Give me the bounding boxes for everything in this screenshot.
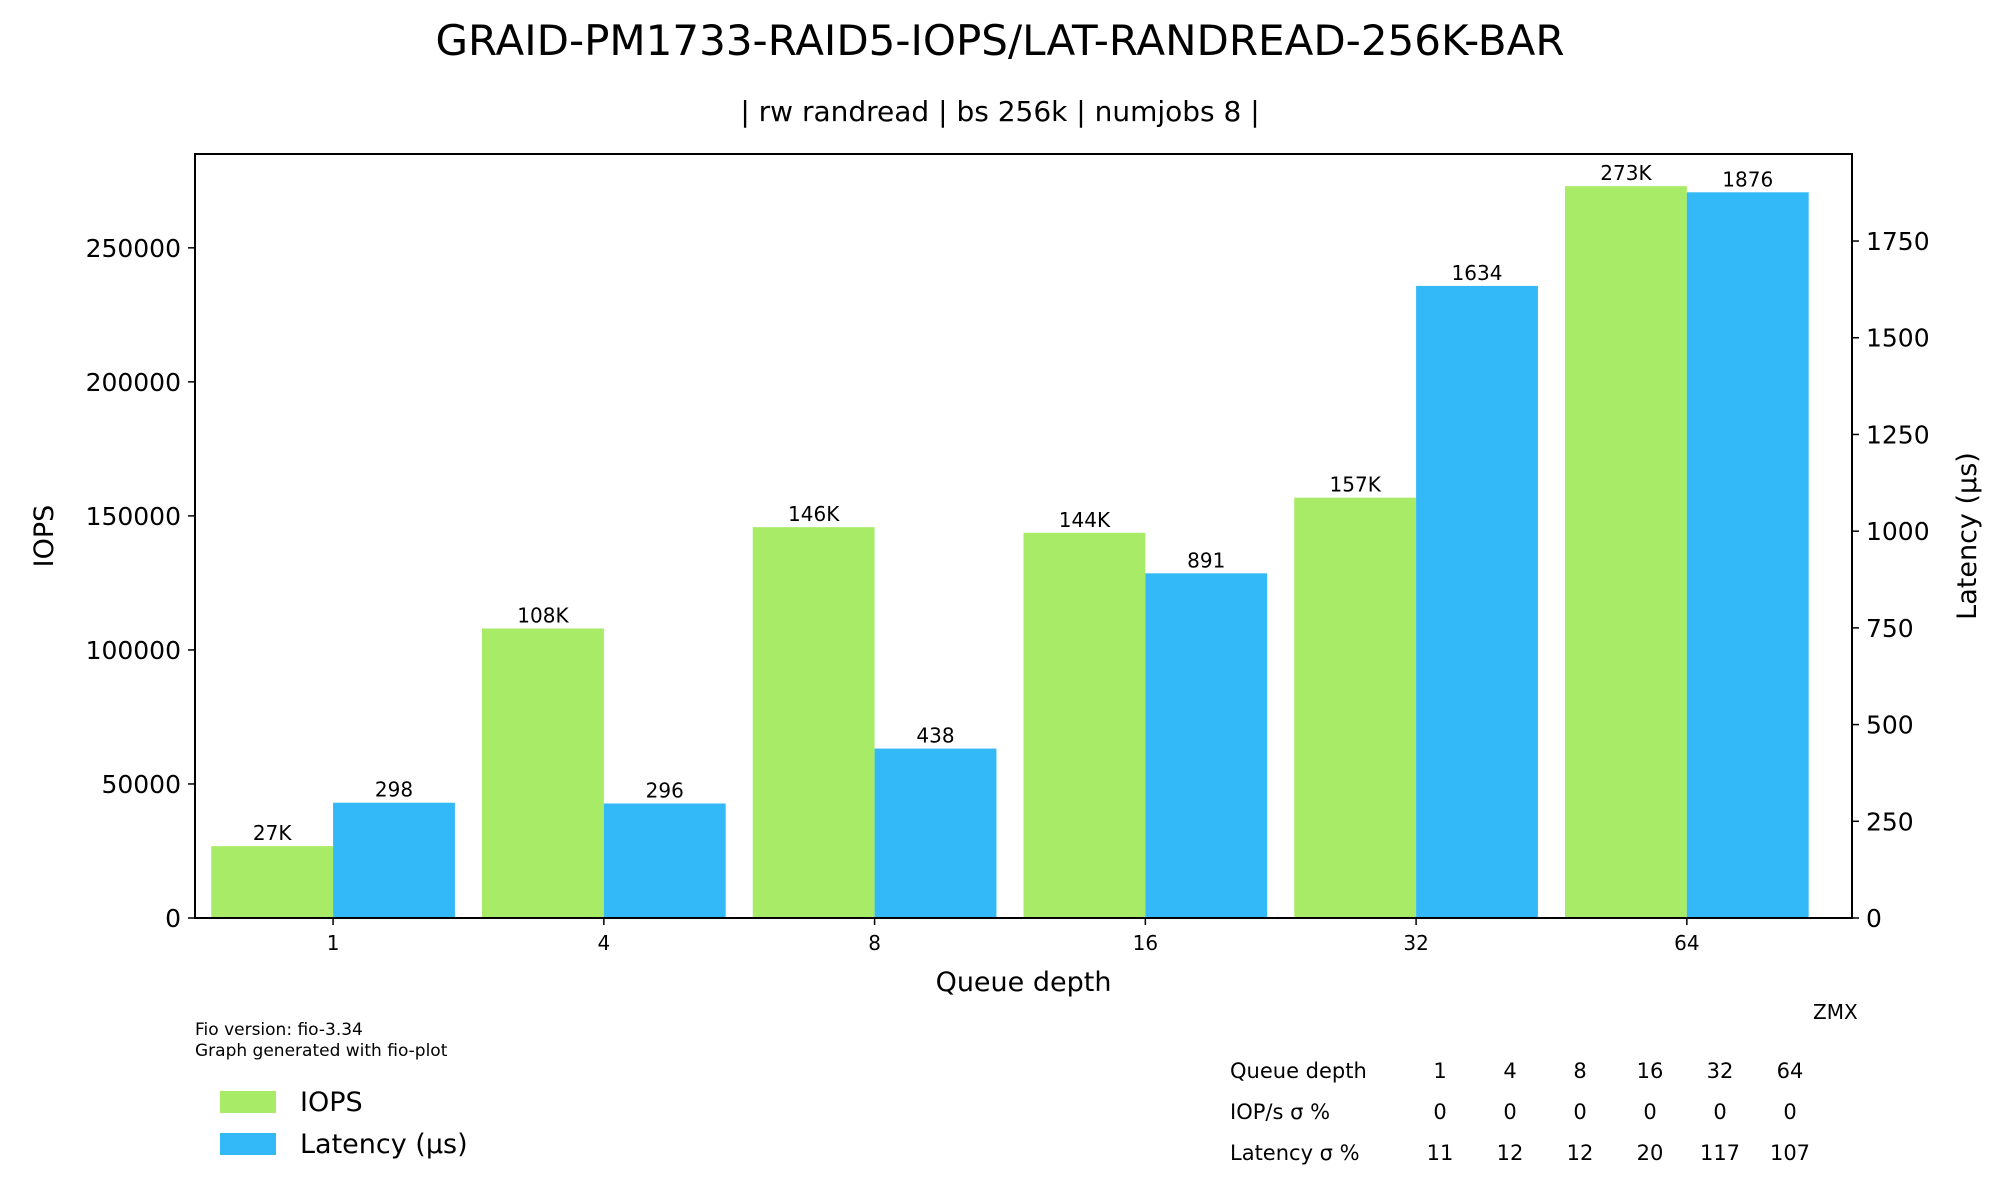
stats-col-header: 64	[1776, 1058, 1804, 1083]
stats-cell: 107	[1769, 1140, 1811, 1165]
bar-latency	[1145, 573, 1268, 918]
y2-tick-label: 1000	[1866, 517, 1930, 546]
bar-iops	[481, 628, 604, 918]
bar-label-latency: 1634	[1452, 261, 1503, 285]
bar-label-latency: 438	[916, 724, 954, 748]
x-tick-label: 64	[1674, 931, 1699, 955]
bar-iops	[211, 846, 334, 918]
stats-col-header: 4	[1503, 1058, 1517, 1083]
bar-iops	[1294, 497, 1417, 918]
stats-row-iops-sigma: IOP/s σ % 0 0 0 0 0 0	[1230, 1091, 1825, 1132]
legend-item-latency: Latency (µs)	[220, 1128, 468, 1160]
stats-cell: 20	[1636, 1140, 1664, 1165]
x-tick-label: 16	[1133, 931, 1158, 955]
bar-label-iops: 108K	[517, 603, 569, 627]
stats-row-queue-depth: Queue depth 1 4 8 16 32 64	[1230, 1050, 1825, 1091]
plot-frame	[194, 153, 1853, 919]
bar-label-latency: 1876	[1722, 167, 1773, 191]
chart-subtitle: | rw randread | bs 256k | numjobs 8 |	[740, 95, 1260, 128]
legend-label-iops: IOPS	[300, 1086, 363, 1118]
y2-tick-label: 750	[1866, 614, 1914, 643]
stats-row-latency-sigma: Latency σ % 11 12 12 20 117 107	[1230, 1132, 1825, 1173]
x-tick-label: 1	[327, 931, 340, 955]
stats-row-label: IOP/s σ %	[1230, 1099, 1331, 1124]
y2-axis-label: Latency (µs)	[1952, 452, 1983, 620]
stats-cell: 0	[1643, 1099, 1657, 1124]
bar-latency	[874, 748, 997, 918]
stats-cell: 0	[1433, 1099, 1447, 1124]
generator-text: Graph generated with fio-plot	[195, 1041, 448, 1061]
stats-col-header: 32	[1706, 1058, 1734, 1083]
bar-label-iops: 146K	[788, 502, 840, 526]
bar-latency	[333, 802, 455, 918]
legend-item-iops: IOPS	[220, 1086, 363, 1118]
stats-col-header: 16	[1636, 1058, 1664, 1083]
watermark-text: ZMX	[1813, 1000, 1858, 1024]
stats-col-header: 8	[1573, 1058, 1587, 1083]
x-tick-label: 32	[1403, 931, 1428, 955]
bar-label-latency: 296	[646, 778, 684, 802]
y-tick-label: 250000	[86, 234, 181, 263]
stats-cell: 0	[1713, 1099, 1727, 1124]
stats-row-label: Latency σ %	[1230, 1140, 1360, 1165]
bar-label-latency: 891	[1187, 548, 1225, 572]
x-tick-label: 4	[597, 931, 610, 955]
stats-cell: 0	[1783, 1099, 1797, 1124]
legend-label-latency: Latency (µs)	[300, 1128, 468, 1160]
y2-tick-label: 1500	[1866, 324, 1930, 353]
y2-tick-label: 0	[1866, 904, 1882, 933]
stats-cell: 12	[1566, 1140, 1594, 1165]
stats-cell: 0	[1503, 1099, 1517, 1124]
stats-cell: 12	[1496, 1140, 1524, 1165]
stats-header-label: Queue depth	[1230, 1058, 1367, 1083]
bar-iops	[752, 527, 875, 918]
y-tick-label: 100000	[86, 636, 181, 665]
y-tick-label: 150000	[86, 502, 181, 531]
y2-tick-label: 1750	[1866, 227, 1930, 256]
stats-cell: 117	[1699, 1140, 1741, 1165]
fio-version-text: Fio version: fio-3.34	[195, 1020, 363, 1040]
bar-iops	[1565, 186, 1687, 918]
bar-iops	[1023, 532, 1146, 918]
legend-swatch-latency	[220, 1133, 276, 1155]
bar-label-iops: 27K	[253, 821, 292, 845]
y2-tick-label: 250	[1866, 807, 1914, 836]
y-tick-label: 200000	[86, 368, 181, 397]
y2-tick-label: 500	[1866, 711, 1914, 740]
chart-title: GRAID-PM1733-RAID5-IOPS/LAT-RANDREAD-256…	[435, 16, 1565, 65]
bar-label-iops: 157K	[1330, 473, 1382, 497]
bar-label-iops: 144K	[1059, 508, 1111, 532]
y2-tick-label: 1250	[1866, 420, 1930, 449]
x-axis-label: Queue depth	[936, 967, 1112, 998]
bar-label-latency: 298	[375, 778, 413, 802]
bar-latency	[603, 803, 726, 918]
bar-latency	[1686, 192, 1809, 919]
x-tick-label: 8	[868, 931, 881, 955]
y-axis-label: IOPS	[29, 505, 60, 568]
y-tick-label: 0	[165, 904, 181, 933]
stats-cell: 0	[1573, 1099, 1587, 1124]
bar-latency	[1416, 285, 1538, 918]
stats-table: Queue depth 1 4 8 16 32 64 IOP/s σ % 0 0…	[1230, 1050, 1825, 1173]
bar-label-iops: 273K	[1600, 161, 1652, 185]
stats-cell: 11	[1426, 1140, 1454, 1165]
y-tick-label: 50000	[101, 770, 181, 799]
stats-col-header: 1	[1433, 1058, 1447, 1083]
legend-swatch-iops	[220, 1091, 276, 1113]
